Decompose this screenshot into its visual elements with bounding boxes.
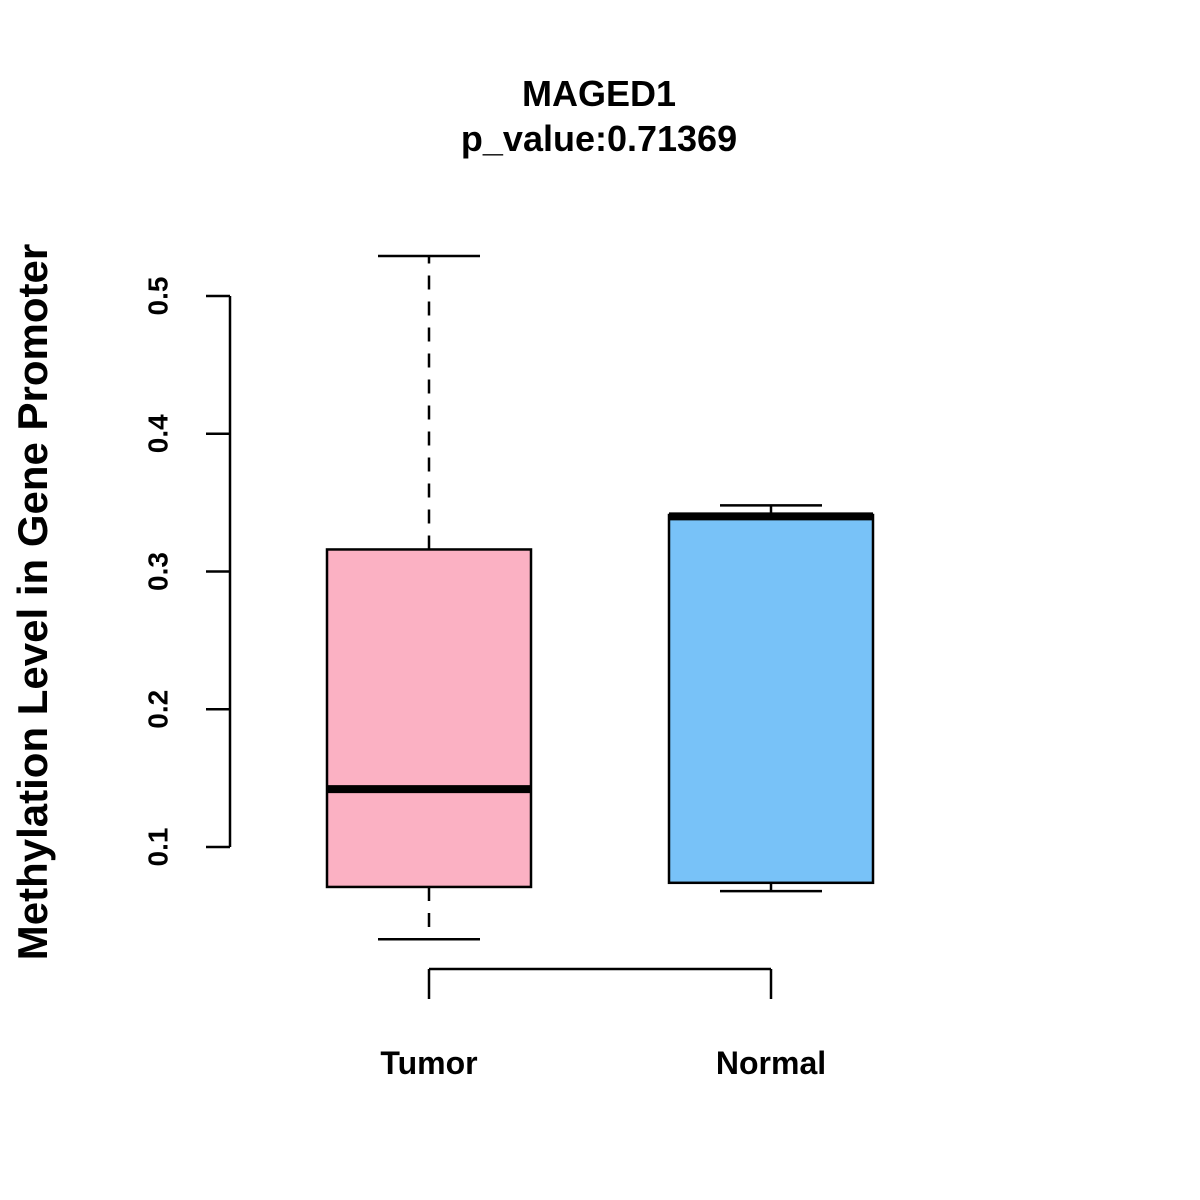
y-axis: 0.1 0.2 0.3 0.4 0.5 bbox=[142, 277, 232, 867]
box-tumor bbox=[325, 254, 533, 941]
y-tick-label: 0.3 bbox=[142, 552, 173, 591]
box-normal bbox=[667, 504, 875, 893]
chart-subtitle: p_value:0.71369 bbox=[461, 118, 737, 159]
y-axis-label: Methylation Level in Gene Promoter bbox=[9, 244, 56, 960]
box-rect bbox=[325, 548, 533, 889]
y-tick-label: 0.1 bbox=[142, 828, 173, 867]
y-tick-label: 0.5 bbox=[142, 277, 173, 316]
chart-title: MAGED1 bbox=[522, 73, 676, 114]
x-tick-label-normal: Normal bbox=[716, 1045, 826, 1081]
y-tick-label: 0.4 bbox=[142, 414, 173, 453]
boxes bbox=[325, 254, 875, 941]
y-tick-label: 0.2 bbox=[142, 690, 173, 729]
box-rect bbox=[667, 513, 875, 885]
x-tick-label-tumor: Tumor bbox=[380, 1045, 477, 1081]
x-axis: Tumor Normal bbox=[380, 967, 826, 1081]
